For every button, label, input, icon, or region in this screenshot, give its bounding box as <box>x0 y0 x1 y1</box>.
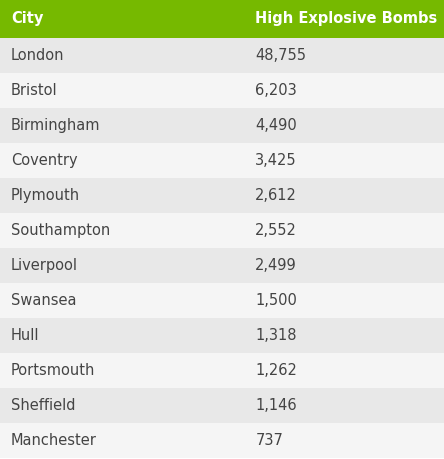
Text: Portsmouth: Portsmouth <box>11 363 95 378</box>
Text: High Explosive Bombs: High Explosive Bombs <box>255 11 437 27</box>
Bar <box>0 353 444 388</box>
Bar <box>0 423 444 458</box>
Text: 1,146: 1,146 <box>255 398 297 413</box>
Text: City: City <box>11 11 44 27</box>
Text: Hull: Hull <box>11 328 40 343</box>
Text: London: London <box>11 48 64 63</box>
Text: Southampton: Southampton <box>11 223 111 238</box>
Text: 48,755: 48,755 <box>255 48 306 63</box>
Text: 1,500: 1,500 <box>255 293 297 308</box>
Text: Sheffield: Sheffield <box>11 398 75 413</box>
Text: 1,262: 1,262 <box>255 363 297 378</box>
Text: Swansea: Swansea <box>11 293 77 308</box>
Bar <box>0 283 444 318</box>
Text: 6,203: 6,203 <box>255 83 297 98</box>
Bar <box>0 178 444 213</box>
Text: Bristol: Bristol <box>11 83 58 98</box>
Text: Liverpool: Liverpool <box>11 258 78 273</box>
Text: 2,499: 2,499 <box>255 258 297 273</box>
Text: Manchester: Manchester <box>11 433 97 448</box>
Bar <box>0 73 444 108</box>
Bar <box>0 108 444 143</box>
Text: 2,552: 2,552 <box>255 223 297 238</box>
Text: 4,490: 4,490 <box>255 118 297 133</box>
Text: 2,612: 2,612 <box>255 188 297 203</box>
Bar <box>0 318 444 353</box>
Text: Coventry: Coventry <box>11 153 78 168</box>
Bar <box>0 213 444 248</box>
Text: 737: 737 <box>255 433 283 448</box>
Bar <box>0 248 444 283</box>
Text: 1,318: 1,318 <box>255 328 297 343</box>
Bar <box>0 143 444 178</box>
Bar <box>0 38 444 73</box>
Text: Plymouth: Plymouth <box>11 188 80 203</box>
Bar <box>0 0 444 38</box>
Text: Birmingham: Birmingham <box>11 118 101 133</box>
Text: 3,425: 3,425 <box>255 153 297 168</box>
Bar <box>0 388 444 423</box>
